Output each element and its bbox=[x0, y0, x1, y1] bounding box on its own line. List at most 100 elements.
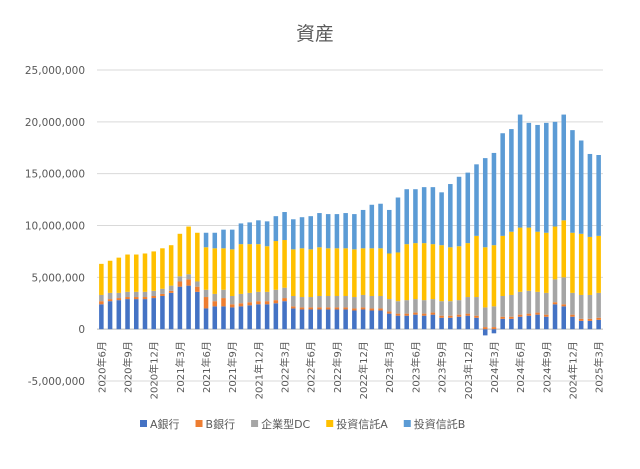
bar-segment bbox=[596, 155, 601, 236]
bar-segment bbox=[168, 290, 174, 293]
bar-segment bbox=[203, 289, 209, 298]
bar-segment bbox=[482, 307, 488, 328]
bar-segment bbox=[456, 314, 462, 317]
bar-segment bbox=[509, 318, 514, 330]
bar-segment bbox=[456, 246, 462, 301]
bar-segment bbox=[177, 286, 183, 330]
bar-segment bbox=[142, 297, 148, 300]
bar-segment bbox=[578, 294, 584, 319]
legend-label: 企業型DC bbox=[261, 417, 310, 431]
bar-segment bbox=[578, 318, 584, 321]
bar-segment bbox=[291, 308, 296, 330]
bar-segment bbox=[299, 307, 305, 310]
bar-segment bbox=[421, 315, 427, 330]
bar-segment bbox=[107, 299, 113, 302]
bar-segment bbox=[369, 248, 375, 296]
legend-swatch bbox=[140, 420, 147, 427]
bar-segment bbox=[273, 289, 279, 301]
bar-segment bbox=[491, 327, 497, 330]
bar-segment bbox=[430, 187, 436, 245]
bar-segment bbox=[247, 244, 252, 293]
x-tick-label: 2025年3月 bbox=[593, 341, 606, 393]
x-tick-label: 2023年12月 bbox=[462, 341, 475, 399]
bar-segment bbox=[160, 295, 165, 330]
bar-segment bbox=[151, 290, 156, 296]
bar-segment bbox=[177, 276, 183, 282]
bar-segment bbox=[352, 214, 357, 250]
y-tick-label: 25,000,000 bbox=[25, 65, 85, 77]
bar-segment bbox=[282, 298, 287, 302]
bar-segment bbox=[378, 295, 383, 309]
bar-segment bbox=[229, 295, 235, 305]
bar-segment bbox=[99, 263, 104, 295]
bar-segment bbox=[421, 243, 427, 301]
bar-segment bbox=[334, 295, 340, 308]
bar-segment bbox=[325, 309, 331, 330]
bar-segment bbox=[151, 295, 156, 299]
bar-segment bbox=[107, 301, 113, 330]
bar-segment bbox=[229, 304, 235, 308]
bar-segment bbox=[282, 301, 287, 330]
x-tick-label: 2022年12月 bbox=[357, 341, 370, 399]
bar-segment bbox=[186, 279, 191, 286]
y-tick-label: 15,000,000 bbox=[25, 169, 85, 181]
bar-segment bbox=[264, 291, 270, 302]
bar-segment bbox=[308, 216, 314, 250]
bar-segment bbox=[500, 133, 505, 236]
x-tick-label: 2024年12月 bbox=[566, 341, 579, 399]
bar-segment bbox=[334, 214, 340, 249]
bar-segment bbox=[238, 223, 244, 245]
bar-segment bbox=[544, 232, 549, 293]
bar-segment bbox=[282, 240, 287, 288]
bar-segment bbox=[491, 306, 497, 328]
bar-segment bbox=[482, 158, 488, 248]
bar-segment bbox=[482, 327, 488, 330]
bar-segment bbox=[474, 297, 479, 316]
bar-segment bbox=[221, 298, 226, 307]
bar-segment bbox=[404, 300, 409, 314]
bar-segment bbox=[212, 293, 218, 302]
bar-segment bbox=[509, 294, 514, 317]
bar-segment bbox=[491, 152, 497, 246]
bar-segment bbox=[186, 226, 191, 275]
x-tick-label: 2020年12月 bbox=[148, 341, 161, 399]
bar-segment bbox=[99, 301, 104, 305]
bar-segment bbox=[491, 329, 497, 334]
bar-segment bbox=[570, 232, 575, 293]
bar-segment bbox=[238, 244, 244, 294]
y-tick-label: 20,000,000 bbox=[25, 117, 85, 129]
bar-segment bbox=[378, 248, 383, 296]
bar-segment bbox=[256, 220, 261, 245]
bar-segment bbox=[116, 292, 122, 299]
x-tick-label: 2023年9月 bbox=[436, 341, 449, 393]
bar-segment bbox=[264, 246, 270, 292]
bar-segment bbox=[378, 308, 383, 311]
x-tick-label: 2021年3月 bbox=[174, 341, 187, 393]
bar-segment bbox=[386, 313, 392, 330]
bar-segment bbox=[413, 299, 418, 313]
bar-segment bbox=[282, 287, 287, 299]
bar-segment bbox=[500, 318, 505, 330]
bar-segment bbox=[299, 309, 305, 330]
bar-segment bbox=[386, 209, 392, 254]
x-tick-label: 2022年9月 bbox=[331, 341, 344, 393]
bar-segment bbox=[517, 114, 523, 228]
bar-segment bbox=[256, 301, 261, 305]
bar-segment bbox=[578, 140, 584, 234]
x-tick-label: 2024年6月 bbox=[514, 341, 527, 393]
bar-segment bbox=[360, 309, 366, 330]
bar-segment bbox=[352, 308, 357, 311]
bar-segment bbox=[168, 245, 174, 286]
legend-label: 投資信託A bbox=[336, 417, 388, 431]
bar-segment bbox=[535, 124, 540, 232]
bar-segment bbox=[596, 317, 601, 320]
bar-segment bbox=[439, 317, 444, 330]
bar-segment bbox=[229, 249, 235, 296]
bar-segment bbox=[343, 295, 348, 308]
bar-segment bbox=[299, 297, 305, 308]
bar-segment bbox=[299, 248, 305, 298]
bar-segment bbox=[238, 303, 244, 307]
bar-segment bbox=[107, 292, 113, 300]
bar-segment bbox=[308, 307, 314, 310]
